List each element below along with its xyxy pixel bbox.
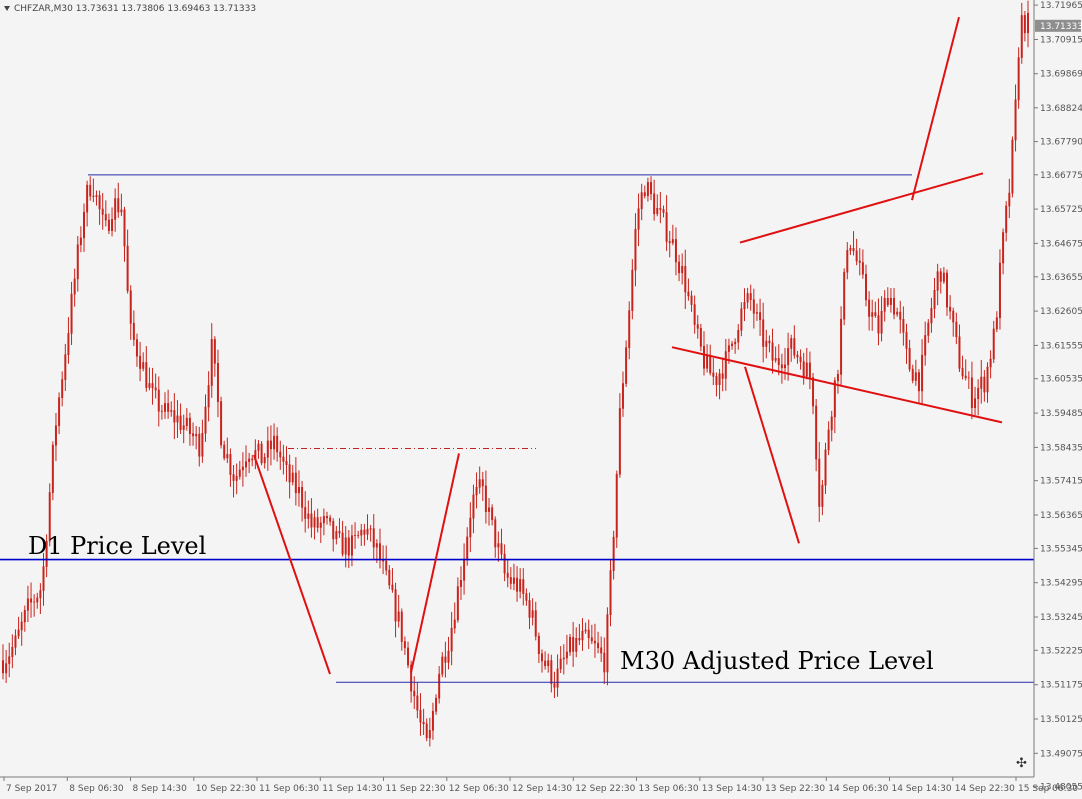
y-tick-label: 13.60535 (1040, 375, 1082, 385)
x-tick-label: 8 Sep 14:30 (133, 784, 188, 794)
last-price-label: 13.71333 (1040, 22, 1082, 32)
y-tick-label: 13.55345 (1040, 544, 1082, 554)
x-tick-label: 13 Sep 22:30 (765, 784, 825, 794)
dropdown-arrow-icon[interactable] (4, 6, 10, 11)
candles-group (2, 0, 1029, 747)
x-tick-label: 12 Sep 22:30 (575, 784, 635, 794)
y-tick-label: 13.67790 (1040, 138, 1082, 148)
x-tick-label: 15 Sep 06:30 (1018, 784, 1078, 794)
levels-group (0, 174, 1034, 683)
y-tick-label: 13.59485 (1040, 409, 1082, 419)
d1-price-level-label: D1 Price Level (28, 532, 207, 560)
breakout-leg-trend-line (911, 16, 960, 201)
x-tick-label: 14 Sep 22:30 (955, 784, 1015, 794)
y-tick-label: 13.58435 (1040, 443, 1082, 453)
y-tick-label: 13.48055 (1040, 783, 1082, 793)
y-tick-label: 13.54295 (1040, 579, 1082, 589)
y-tick-label: 13.65725 (1040, 205, 1082, 215)
y-tick-label: 13.62605 (1040, 307, 1082, 317)
x-tick-label: 14 Sep 14:30 (892, 784, 952, 794)
m30-price-level-label: M30 Adjusted Price Level (620, 647, 934, 675)
y-tick-label: 13.57415 (1040, 477, 1082, 487)
x-tick-label: 10 Sep 22:30 (196, 784, 256, 794)
x-tick-label: 11 Sep 06:30 (259, 784, 319, 794)
crosshair-icon[interactable]: ✣ (1016, 756, 1027, 771)
price-axis-bg (1034, 0, 1082, 799)
time-axis-bg (0, 777, 1082, 799)
x-tick-label: 12 Sep 14:30 (512, 784, 572, 794)
x-tick-label: 8 Sep 06:30 (69, 784, 124, 794)
y-tick-label: 13.56365 (1040, 511, 1082, 521)
x-tick-label: 13 Sep 14:30 (702, 784, 762, 794)
last-price-box (1035, 19, 1081, 32)
y-tick-label: 13.49075 (1040, 749, 1082, 759)
x-tick-label: 12 Sep 06:30 (449, 784, 509, 794)
y-tick-label: 13.52225 (1040, 646, 1082, 656)
y-tick-label: 13.70915 (1040, 36, 1082, 46)
down-leg-1-trend-line (253, 454, 331, 675)
y-tick-label: 13.53245 (1040, 613, 1082, 623)
y-tick-label: 13.69869 (1040, 70, 1082, 80)
y-tick-label: 13.64675 (1040, 239, 1082, 249)
y-tick-label: 13.63655 (1040, 273, 1082, 283)
y-tick-label: 13.51175 (1040, 681, 1082, 691)
up-leg-trend-line (410, 453, 460, 673)
x-tick-label: 14 Sep 06:30 (828, 784, 888, 794)
x-tick-label: 7 Sep 2017 (6, 784, 57, 794)
y-tick-label: 13.71965 (1040, 1, 1082, 11)
y-tick-label: 13.61555 (1040, 341, 1082, 351)
y-tick-label: 13.68824 (1040, 104, 1082, 114)
upper-channel-trend-line (739, 172, 984, 244)
lower-channel-trend-line (671, 346, 1003, 424)
x-tick-label: 11 Sep 22:30 (386, 784, 446, 794)
down-leg-2-trend-line (744, 366, 800, 544)
y-tick-label: 13.50125 (1040, 715, 1082, 725)
x-tick-label: 13 Sep 06:30 (639, 784, 699, 794)
symbol-header: CHFZAR,M30 13.73631 13.73806 13.69463 13… (14, 4, 257, 14)
x-tick-label: 11 Sep 14:30 (322, 784, 382, 794)
trend-lines-group (253, 16, 1003, 675)
y-tick-label: 13.66775 (1040, 171, 1082, 181)
